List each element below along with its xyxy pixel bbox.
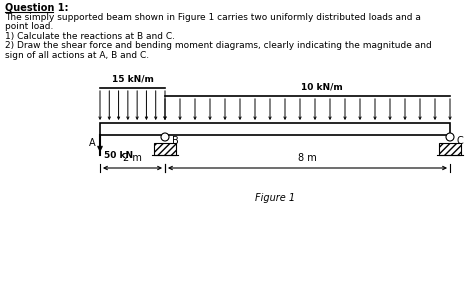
Text: Question 1:: Question 1: xyxy=(5,3,69,13)
Text: A: A xyxy=(90,138,96,148)
Text: The simply supported beam shown in Figure 1 carries two uniformly distributed lo: The simply supported beam shown in Figur… xyxy=(5,13,421,21)
Text: Figure 1: Figure 1 xyxy=(255,193,295,203)
Text: 15 kN/m: 15 kN/m xyxy=(111,74,154,83)
Text: sign of all actions at A, B and C.: sign of all actions at A, B and C. xyxy=(5,51,149,60)
Text: 50 kN: 50 kN xyxy=(104,150,133,160)
Text: 1) Calculate the reactions at B and C.: 1) Calculate the reactions at B and C. xyxy=(5,32,175,41)
Bar xyxy=(100,123,450,135)
Text: point load.: point load. xyxy=(5,22,54,31)
Circle shape xyxy=(161,133,169,141)
Text: 10 kN/m: 10 kN/m xyxy=(301,82,343,91)
Text: B: B xyxy=(172,136,179,146)
Bar xyxy=(439,143,461,155)
Circle shape xyxy=(446,133,454,141)
Text: 8 m: 8 m xyxy=(298,153,317,163)
Text: 2) Draw the shear force and bending moment diagrams, clearly indicating the magn: 2) Draw the shear force and bending mome… xyxy=(5,41,432,50)
Text: C: C xyxy=(457,136,464,146)
Bar xyxy=(154,143,176,155)
Text: 2 m: 2 m xyxy=(123,153,142,163)
